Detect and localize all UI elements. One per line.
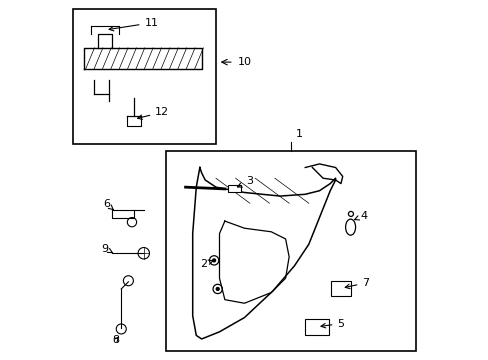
Text: 9: 9: [102, 244, 112, 253]
Text: 8: 8: [112, 335, 119, 345]
FancyBboxPatch shape: [331, 281, 350, 296]
Text: 12: 12: [138, 107, 169, 120]
Text: 1: 1: [296, 129, 303, 139]
Circle shape: [216, 288, 219, 291]
Text: 2: 2: [200, 259, 213, 269]
Text: 10: 10: [237, 57, 251, 67]
FancyBboxPatch shape: [227, 185, 240, 192]
FancyBboxPatch shape: [165, 152, 415, 351]
FancyBboxPatch shape: [73, 9, 216, 144]
Text: 4: 4: [354, 211, 367, 221]
FancyBboxPatch shape: [304, 319, 328, 335]
Text: 7: 7: [345, 278, 369, 289]
Text: 5: 5: [320, 319, 344, 329]
Text: 3: 3: [237, 176, 253, 187]
Text: 11: 11: [109, 18, 158, 31]
Circle shape: [212, 259, 215, 262]
Text: 6: 6: [103, 199, 113, 210]
